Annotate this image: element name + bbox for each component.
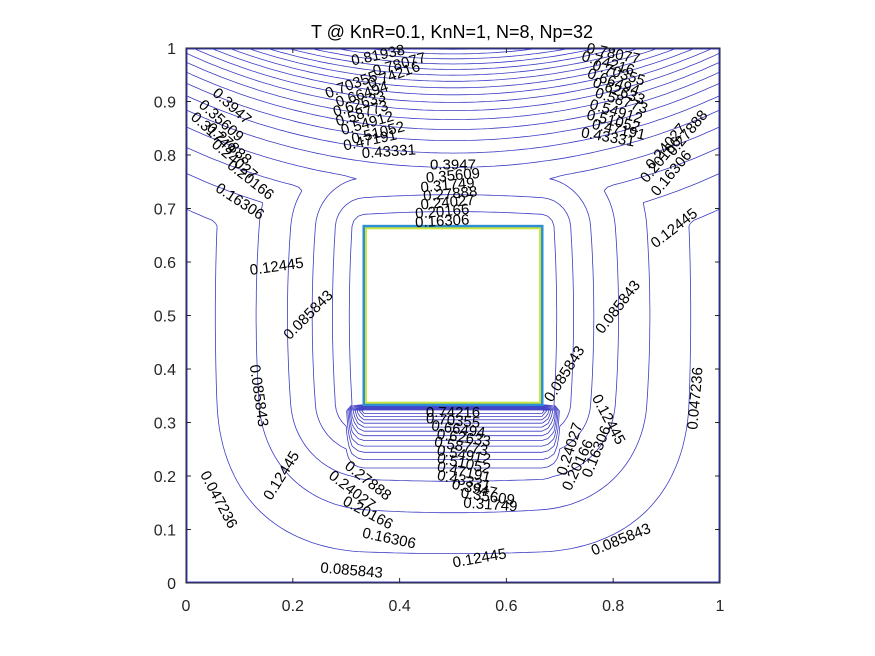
y-tick-label: 0.6: [154, 255, 176, 272]
y-tick-label: 0.8: [154, 148, 176, 165]
contour-label: 0.31749: [463, 495, 518, 516]
y-tick-label: 0.1: [154, 523, 176, 540]
contour-line: [185, 208, 721, 554]
x-tick-label: 0.4: [388, 598, 410, 615]
chart-title: T @ KnR=0.1, KnN=1, N=8, Np=32: [311, 22, 593, 42]
contour-line: [185, 52, 721, 432]
contour-line: [185, 109, 721, 460]
x-tick-label: 1: [716, 598, 725, 615]
x-axis: 0 0.2 0.4 0.6 0.8 1: [182, 48, 725, 615]
contour-line: [185, 126, 721, 469]
y-tick-label: 0.2: [154, 469, 176, 486]
contour-label: 0.3947: [430, 157, 476, 174]
contour-label: 0.74216: [426, 404, 480, 421]
contour-line: [286, 47, 620, 70]
contour-label: 0.31749: [420, 175, 476, 197]
y-tick-label: 0.3: [154, 416, 176, 433]
contour-line: [185, 172, 721, 514]
contour-label: 0.085843: [541, 343, 589, 405]
contour-line: [185, 95, 721, 453]
x-tick-label: 0: [182, 598, 191, 615]
x-tick-label: 0.2: [282, 598, 304, 615]
contour-lines: [185, 47, 721, 584]
contour-label: 0.24027: [420, 192, 476, 214]
y-tick-label: 0.4: [154, 362, 176, 379]
y-tick-label: 0.9: [154, 95, 176, 112]
contour-line: [266, 47, 640, 414]
contour-label: 0.35609: [425, 165, 481, 187]
inner-box-highlight: [364, 227, 542, 404]
contour-label: 0.085843: [246, 364, 272, 428]
contour-label: 0.12445: [451, 545, 507, 571]
x-tick-label: 0.8: [602, 598, 624, 615]
y-tick-label: 1: [167, 41, 176, 58]
y-tick-label: 0.5: [154, 309, 176, 326]
contour-label: 0.20166: [415, 201, 471, 223]
contour-label: 0.047236: [196, 468, 240, 531]
contour-line: [185, 146, 721, 482]
inner-box: [362, 224, 544, 407]
contour-label: 0.70355: [425, 410, 481, 432]
x-tick-label: 0.6: [495, 598, 517, 615]
contour-line: [192, 47, 714, 428]
contour-line: [228, 47, 678, 421]
contour-label: 0.16306: [415, 211, 470, 231]
contour-label: 0.12445: [260, 448, 303, 503]
contour-line: [210, 47, 696, 424]
inner-box-outline: [362, 224, 544, 407]
contour-label: 0.085843: [589, 520, 653, 559]
contour-label: 0.43331: [361, 141, 416, 162]
contour-label: 0.085843: [280, 287, 336, 343]
y-tick-label: 0: [167, 576, 176, 593]
y-axis: 0 0.1 0.2 0.3 0.4 0.5 0.6 0.7 0.8 0.9 1: [154, 41, 720, 593]
contour-label: 0.12445: [648, 205, 701, 252]
y-tick-label: 0.7: [154, 202, 176, 219]
contour-label: 0.047236: [684, 366, 706, 430]
contour-label: 0.27888: [423, 183, 479, 205]
contour-line: [246, 47, 660, 417]
contour-label: 0.085843: [320, 560, 384, 582]
